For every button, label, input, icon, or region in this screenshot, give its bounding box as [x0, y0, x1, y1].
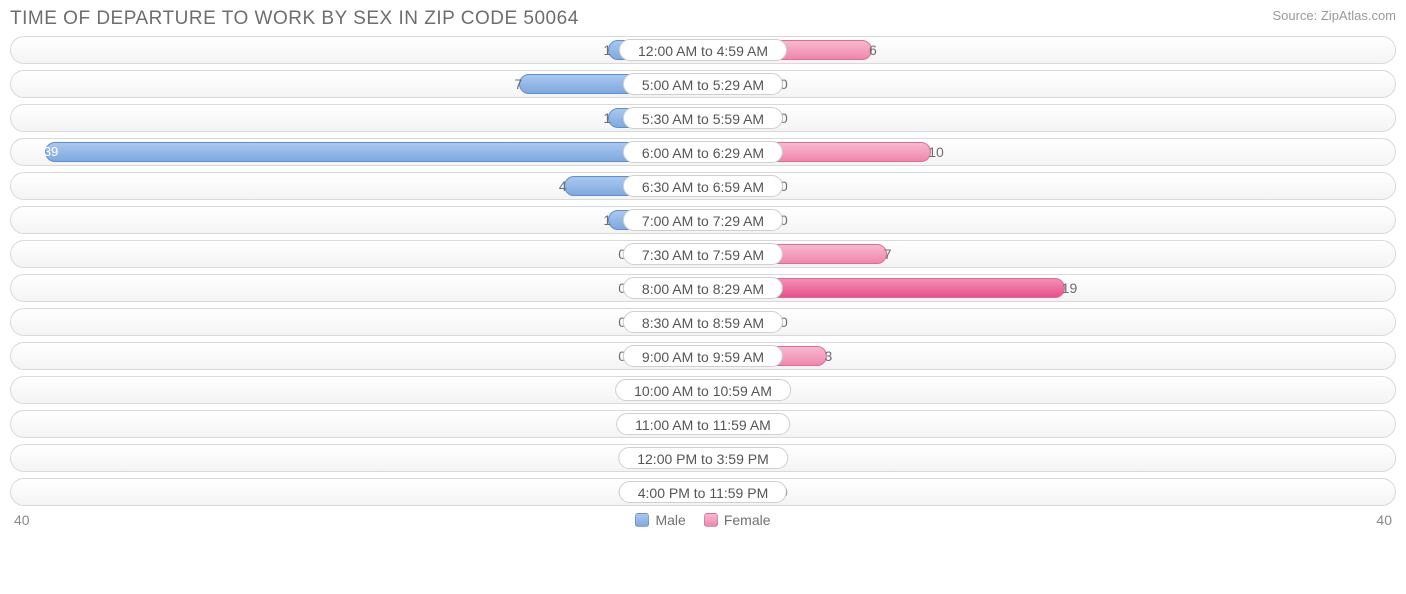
chart-title: TIME OF DEPARTURE TO WORK BY SEX IN ZIP …: [10, 8, 579, 30]
male-value: 39: [44, 144, 58, 159]
male-value: 0: [596, 348, 626, 364]
category-label: 5:30 AM to 5:59 AM: [623, 107, 783, 129]
legend-female-label: Female: [724, 512, 771, 528]
chart-row: 0 19 8:00 AM to 8:29 AM: [10, 274, 1396, 302]
chart-row: 105:30 AM to 5:59 AM: [10, 104, 1396, 132]
category-label: 8:30 AM to 8:59 AM: [623, 311, 783, 333]
chart-row: 0 7 7:30 AM to 7:59 AM: [10, 240, 1396, 268]
category-label: 7:00 AM to 7:29 AM: [623, 209, 783, 231]
chart-row: 1 6 12:00 AM to 4:59 AM: [10, 36, 1396, 64]
chart-row: 004:00 PM to 11:59 PM: [10, 478, 1396, 506]
male-value: 4: [537, 178, 567, 194]
male-value: 0: [596, 280, 626, 296]
category-label: 8:00 AM to 8:29 AM: [623, 277, 783, 299]
category-label: 12:00 PM to 3:59 PM: [618, 447, 788, 469]
category-label: 11:00 AM to 11:59 AM: [616, 413, 790, 435]
female-value: 19: [1062, 280, 1078, 296]
male-value: 0: [596, 314, 626, 330]
chart-container: TIME OF DEPARTURE TO WORK BY SEX IN ZIP …: [0, 0, 1406, 532]
chart-rows: 1612:00 AM to 4:59 AM705:00 AM to 5:29 A…: [10, 36, 1396, 506]
male-value: 7: [492, 76, 522, 92]
category-label: 6:00 AM to 6:29 AM: [623, 141, 783, 163]
chart-row: 705:00 AM to 5:29 AM: [10, 70, 1396, 98]
legend-male-label: Male: [655, 512, 685, 528]
male-value: 1: [581, 212, 611, 228]
legend: Male Female: [30, 512, 1377, 528]
category-label: 9:00 AM to 9:59 AM: [623, 345, 783, 367]
male-value: 1: [581, 110, 611, 126]
chart-row: 107:00 AM to 7:29 AM: [10, 206, 1396, 234]
female-value: 3: [824, 348, 832, 364]
legend-male-swatch: [635, 513, 649, 527]
category-label: 10:00 AM to 10:59 AM: [615, 379, 791, 401]
chart-row: 0010:00 AM to 10:59 AM: [10, 376, 1396, 404]
male-value: 0: [596, 246, 626, 262]
axis-max-right: 40: [1376, 512, 1392, 528]
chart-row: 008:30 AM to 8:59 AM: [10, 308, 1396, 336]
legend-male: Male: [635, 512, 685, 528]
category-label: 7:30 AM to 7:59 AM: [623, 243, 783, 265]
category-label: 5:00 AM to 5:29 AM: [623, 73, 783, 95]
male-bar: [45, 142, 703, 162]
chart-row: 0 3 9:00 AM to 9:59 AM: [10, 342, 1396, 370]
female-value: 6: [869, 42, 877, 58]
category-label: 12:00 AM to 4:59 AM: [619, 39, 787, 61]
chart-row: 406:30 AM to 6:59 AM: [10, 172, 1396, 200]
chart-row: 0012:00 PM to 3:59 PM: [10, 444, 1396, 472]
chart-header: TIME OF DEPARTURE TO WORK BY SEX IN ZIP …: [10, 8, 1396, 30]
chart-source: Source: ZipAtlas.com: [1272, 8, 1396, 23]
legend-female: Female: [704, 512, 771, 528]
legend-female-swatch: [704, 513, 718, 527]
axis-max-left: 40: [14, 512, 30, 528]
category-label: 4:00 PM to 11:59 PM: [619, 481, 787, 503]
chart-footer: 40 Male Female 40: [10, 512, 1396, 528]
chart-row: 0011:00 AM to 11:59 AM: [10, 410, 1396, 438]
male-value: 1: [581, 42, 611, 58]
category-label: 6:30 AM to 6:59 AM: [623, 175, 783, 197]
female-value: 7: [884, 246, 892, 262]
chart-row: 39 10 6:00 AM to 6:29 AM: [10, 138, 1396, 166]
female-value: 10: [928, 144, 944, 160]
